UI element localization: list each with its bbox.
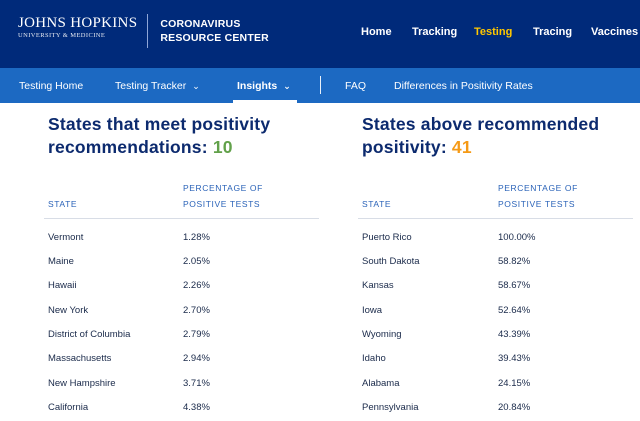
left-table-rule [44,218,319,219]
right-row-pct: 58.67% [498,280,531,291]
jhu-wordmark-sub: UNIVERSITY & MEDICINE [18,32,106,39]
subnav-faq[interactable]: FAQ [345,80,366,92]
nav-tracing[interactable]: Tracing [533,26,573,38]
right-heading-text: positivity: [362,137,452,157]
site-title-line2: RESOURCE CENTER [160,32,269,44]
right-row-state: Kansas [362,280,394,291]
right-row-state: Iowa [362,305,383,316]
right-table-rule [358,218,633,219]
sub-navigation: Testing Home Testing Tracker ⌄ Insights ⌄ … [0,68,640,103]
subnav-insights[interactable]: Insights ⌄ [237,80,291,92]
left-row-state: California [48,402,89,413]
nav-vaccines[interactable]: Vaccines [591,26,639,38]
left-heading-line2: recommendations: 10 [48,136,270,159]
left-row-state: District of Columbia [48,329,131,340]
right-col-pct-line1: PERCENTAGE OF [498,183,578,193]
right-row-state: South Dakota [362,256,420,267]
left-row-pct: 4.38% [183,402,210,413]
right-row-pct: 43.39% [498,329,531,340]
subnav-faq-label: FAQ [345,80,367,92]
subnav-insights-label: Insights [237,80,278,92]
left-row-state: New Hampshire [48,378,116,389]
site-header: JOHNS HOPKINS UNIVERSITY & MEDICINE CORO… [0,0,640,68]
left-col-state: STATE [48,199,78,209]
right-row-pct: 58.82% [498,256,531,267]
left-row-pct: 2.05% [183,256,210,267]
subnav-testing-home-label: Testing Home [19,80,84,92]
right-row-pct: 39.43% [498,353,531,364]
left-count: 10 [212,137,233,157]
subnav-testing-home[interactable]: Testing Home [19,80,83,92]
left-row-state: Vermont [48,232,84,243]
left-row-pct: 2.26% [183,280,210,291]
right-heading: States above recommended positivity: 41 [362,113,599,159]
jhu-wordmark: JOHNS HOPKINS UNIVERSITY & MEDICINE [18,14,137,40]
right-row-state: Idaho [362,353,386,364]
subnav-testing-tracker[interactable]: Testing Tracker ⌄ [115,80,200,92]
jhu-wordmark-main: JOHNS HOPKINS [18,15,138,31]
left-row-pct: 2.70% [183,305,210,316]
right-row-pct: 24.15% [498,378,531,389]
site-title-line1: CORONAVIRUS [160,18,241,30]
site-title: CORONAVIRUS RESOURCE CENTER [160,14,269,45]
chevron-down-icon: ⌄ [283,81,291,91]
left-row-pct: 2.94% [183,353,210,364]
nav-testing[interactable]: Testing [474,26,513,38]
right-row-state: Alabama [362,378,400,389]
left-row-state: Massachusetts [48,353,112,364]
left-row-pct: 3.71% [183,378,210,389]
right-col-state: STATE [362,199,392,209]
right-row-state: Puerto Rico [362,232,412,243]
left-row-pct: 2.79% [183,329,210,340]
right-col-pct-line2: POSITIVE TESTS [498,199,576,209]
right-row-pct: 20.84% [498,402,531,413]
right-row-state: Wyoming [362,329,402,340]
left-col-pct-line2: POSITIVE TESTS [183,199,261,209]
right-row-state: Pennsylvania [362,402,419,413]
subnav-differences-label: Differences in Positivity Rates [394,80,533,92]
right-heading-line1: States above recommended [362,114,600,134]
left-row-pct: 1.28% [183,232,210,243]
left-heading-text: recommendations: [48,137,213,157]
left-row-state: New York [48,305,89,316]
right-col-percentage: PERCENTAGE OF POSITIVE TESTS [498,180,578,212]
brand-logo[interactable]: JOHNS HOPKINS UNIVERSITY & MEDICINE CORO… [18,14,269,48]
left-col-pct-line1: PERCENTAGE OF [183,183,263,193]
chevron-down-icon: ⌄ [192,81,200,91]
right-row-pct: 52.64% [498,305,531,316]
active-tab-indicator [233,100,297,103]
left-heading: States that meet positivity recommendati… [48,113,270,159]
right-count: 41 [451,137,472,157]
left-row-state: Maine [48,256,74,267]
left-col-percentage: PERCENTAGE OF POSITIVE TESTS [183,180,263,212]
subnav-testing-tracker-label: Testing Tracker [115,80,187,92]
nav-home[interactable]: Home [361,26,392,38]
subnav-divider [320,76,321,94]
subnav-differences[interactable]: Differences in Positivity Rates [394,80,533,92]
right-row-pct: 100.00% [498,232,536,243]
brand-divider [147,14,149,48]
nav-tracking[interactable]: Tracking [412,26,458,38]
left-row-state: Hawaii [48,280,77,291]
right-heading-line2: positivity: 41 [362,136,599,159]
left-heading-line1: States that meet positivity [48,114,271,134]
